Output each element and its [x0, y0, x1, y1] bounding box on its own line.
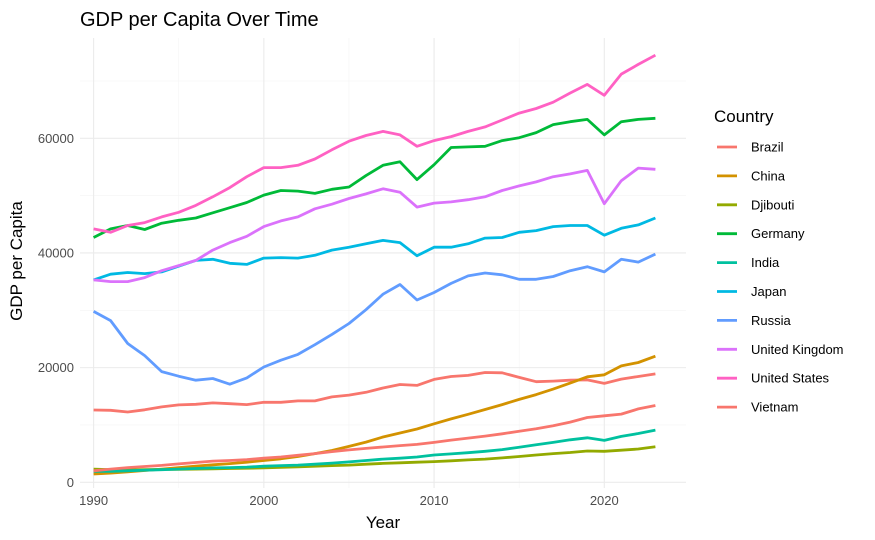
legend-label-germany: Germany — [751, 226, 805, 241]
series-line-brazil — [93, 371, 656, 414]
legend-item-china: China — [717, 168, 786, 183]
x-tick-label: 2010 — [420, 493, 449, 508]
legend-item-vietnam: Vietnam — [717, 400, 798, 415]
legend-label-united-states: United States — [751, 371, 830, 386]
legend-item-united-kingdom: United Kingdom — [717, 342, 844, 357]
x-tick-label: 1990 — [79, 493, 108, 508]
x-tick-label: 2020 — [590, 493, 619, 508]
legend-title: Country — [714, 107, 774, 126]
y-tick-label: 0 — [67, 475, 74, 490]
series-line-vietnam — [93, 404, 656, 473]
legend-label-japan: Japan — [751, 284, 786, 299]
chart-title: GDP per Capita Over Time — [80, 9, 319, 31]
legend-label-vietnam: Vietnam — [751, 400, 798, 415]
minor-grid — [80, 38, 686, 488]
legend-label-brazil: Brazil — [751, 140, 784, 155]
legend-label-china: China — [751, 168, 786, 183]
legend-item-india: India — [717, 255, 780, 270]
series-line-russia — [92, 252, 656, 386]
legend-item-japan: Japan — [717, 284, 786, 299]
legend-item-djibouti: Djibouti — [717, 197, 794, 212]
series-line-united-states — [93, 53, 657, 234]
plot-panel — [80, 38, 686, 488]
legend-label-russia: Russia — [751, 313, 792, 328]
series-line-china — [93, 354, 656, 476]
series-line-india — [93, 428, 656, 473]
x-axis-title: Year — [366, 513, 401, 532]
legend-items: Brazil China Djibouti Germany India Japan Russ… — [717, 140, 844, 415]
legend-label-india: India — [751, 255, 780, 270]
legend-item-brazil: Brazil — [717, 140, 784, 155]
legend-item-germany: Germany — [717, 226, 805, 241]
y-axis-title: GDP per Capita — [7, 201, 26, 321]
series-line-united-kingdom — [93, 166, 656, 284]
x-axis-tick-labels: 1990 2000 2010 2020 — [79, 493, 619, 508]
x-tick-label: 2000 — [249, 493, 278, 508]
legend-label-djibouti: Djibouti — [751, 197, 794, 212]
y-tick-label: 20000 — [38, 360, 74, 375]
major-grid — [80, 38, 686, 488]
legend: Country Brazil China Djibouti Germany India J… — [714, 107, 844, 415]
series-line-germany — [92, 116, 656, 239]
y-tick-label: 60000 — [38, 131, 74, 146]
y-tick-label: 40000 — [38, 245, 74, 260]
legend-item-united-states: United States — [717, 371, 830, 386]
y-axis-tick-labels: 0 20000 40000 60000 — [38, 131, 74, 490]
legend-label-united-kingdom: United Kingdom — [751, 342, 844, 357]
series-lines — [92, 53, 657, 476]
legend-item-russia: Russia — [717, 313, 792, 328]
